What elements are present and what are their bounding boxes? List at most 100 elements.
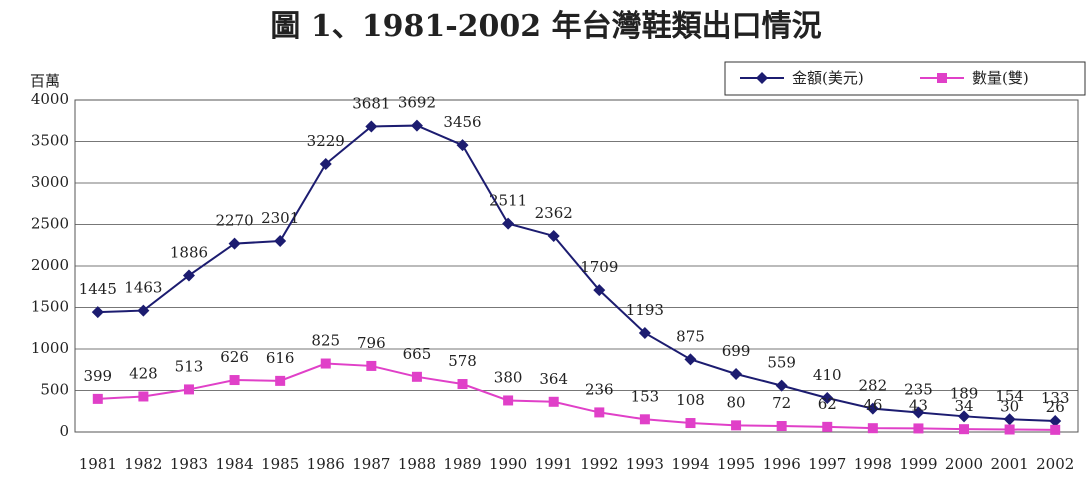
data-label: 62: [818, 395, 837, 413]
point: [913, 423, 924, 434]
data-label: 2301: [261, 209, 299, 227]
data-label: 1193: [626, 301, 664, 319]
data-label: 364: [539, 370, 568, 388]
y-tick-label: 4000: [31, 90, 69, 108]
point: [867, 423, 878, 434]
series-line: [97, 124, 1056, 422]
point: [593, 284, 606, 297]
point: [456, 139, 469, 152]
data-label: 236: [585, 380, 614, 398]
x-tick-label: 1987: [352, 455, 390, 473]
x-tick-label: 2001: [991, 455, 1029, 473]
data-label: 133: [1041, 389, 1070, 407]
point: [1050, 424, 1061, 435]
data-label: 3681: [352, 94, 390, 112]
point: [1049, 414, 1062, 427]
data-label: 30: [1000, 398, 1019, 416]
data-label: 153: [631, 387, 660, 405]
data-label: 2270: [215, 212, 253, 230]
point: [137, 304, 150, 317]
x-tick-label: 2002: [1036, 455, 1074, 473]
x-tick-label: 1982: [124, 455, 162, 473]
point: [958, 410, 971, 423]
data-label: 235: [904, 380, 933, 398]
point: [685, 418, 696, 429]
data-label: 282: [859, 377, 888, 395]
data-label: 665: [403, 345, 432, 363]
point: [275, 375, 286, 386]
x-tick-label: 2000: [945, 455, 983, 473]
y-tick-label: 3500: [31, 132, 69, 150]
data-label: 26: [1046, 398, 1065, 416]
data-label: 578: [448, 352, 477, 370]
data-label: 3692: [398, 94, 436, 112]
point: [548, 396, 559, 407]
data-label: 34: [954, 397, 973, 415]
series-line: [97, 362, 1056, 431]
point: [274, 235, 287, 248]
legend-label: 數量(雙): [972, 69, 1029, 87]
y-tick-label: 3000: [31, 173, 69, 191]
data-label: 154: [995, 387, 1024, 405]
data-label: 1709: [580, 258, 618, 276]
point: [639, 414, 650, 425]
point: [502, 217, 515, 230]
point: [138, 391, 149, 402]
y-tick-label: 0: [59, 422, 69, 440]
point: [229, 375, 240, 386]
x-tick-label: 1984: [215, 455, 253, 473]
x-tick-label: 1999: [899, 455, 937, 473]
point: [366, 360, 377, 371]
data-label: 189: [950, 384, 979, 402]
point: [684, 353, 697, 366]
x-tick-label: 1988: [398, 455, 436, 473]
x-tick-label: 1996: [763, 455, 801, 473]
point: [775, 379, 788, 392]
x-tick-label: 1989: [443, 455, 481, 473]
point: [638, 326, 651, 339]
data-label: 410: [813, 366, 842, 384]
data-label: 699: [722, 342, 751, 360]
data-label: 428: [129, 364, 158, 382]
x-tick-label: 1993: [626, 455, 664, 473]
data-label: 1463: [124, 279, 162, 297]
point: [594, 407, 605, 418]
data-label: 2362: [535, 204, 573, 222]
data-label: 796: [357, 334, 386, 352]
point: [1003, 413, 1016, 426]
point: [937, 73, 947, 83]
point: [319, 157, 332, 170]
x-tick-label: 1983: [170, 455, 208, 473]
x-tick-label: 1991: [535, 455, 573, 473]
point: [821, 391, 834, 404]
y-axis-label: 百萬: [30, 72, 60, 90]
y-tick-label: 1500: [31, 298, 69, 316]
chart-title: 圖 1、1981-2002 年台灣鞋類出口情況: [270, 9, 821, 44]
x-tick-label: 1990: [489, 455, 527, 473]
data-label: 513: [175, 357, 204, 375]
plot-frame: [74, 99, 1079, 433]
data-label: 875: [676, 327, 705, 345]
point: [1004, 424, 1015, 435]
x-tick-label: 1998: [854, 455, 892, 473]
point: [228, 237, 241, 250]
x-tick-label: 1986: [307, 455, 345, 473]
y-tick-label: 2000: [31, 256, 69, 274]
data-label: 43: [909, 396, 928, 414]
x-tick-label: 1994: [671, 455, 709, 473]
data-label: 72: [772, 394, 791, 412]
x-tick-label: 1995: [717, 455, 755, 473]
data-label: 559: [767, 354, 796, 372]
data-label: 626: [220, 348, 249, 366]
data-label: 1886: [170, 243, 208, 261]
data-label: 1445: [79, 280, 117, 298]
point: [182, 269, 195, 282]
point: [503, 395, 514, 406]
point: [92, 393, 103, 404]
legend-label: 金額(美元): [792, 69, 864, 87]
x-tick-label: 1981: [79, 455, 117, 473]
data-label: 2511: [489, 192, 527, 210]
y-tick-label: 2500: [31, 215, 69, 233]
data-label: 616: [266, 349, 295, 367]
